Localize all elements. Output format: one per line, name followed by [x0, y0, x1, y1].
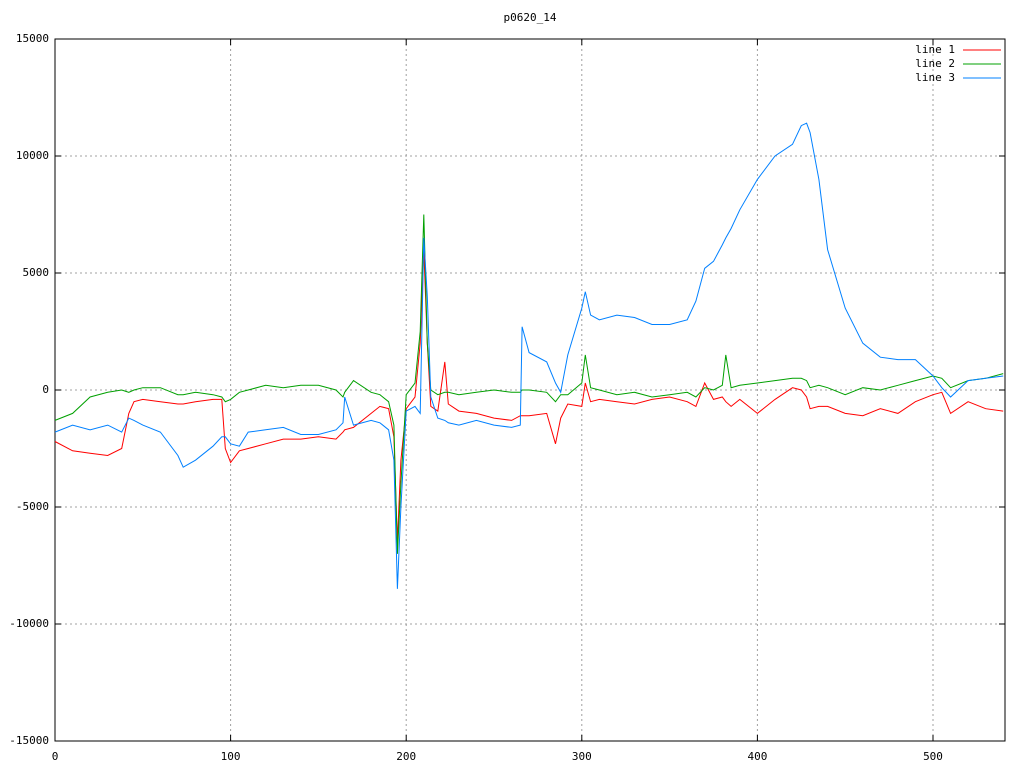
x-tick-label: 0 — [52, 750, 59, 763]
y-tick-label: 10000 — [16, 149, 49, 162]
plot-frame — [54, 38, 1006, 742]
x-tick-label: 500 — [923, 750, 943, 763]
x-tick-label: 200 — [396, 750, 416, 763]
legend-label: line 3 — [915, 71, 955, 84]
y-tick-label: -10000 — [9, 617, 49, 630]
x-tick-label: 400 — [747, 750, 767, 763]
data-line — [54, 249, 1004, 543]
y-tick-label: 15000 — [16, 32, 49, 45]
legend-label: line 2 — [915, 57, 955, 70]
y-tick-label: 5000 — [23, 266, 50, 279]
y-tick-label: 0 — [42, 383, 49, 396]
chart-title: p0620_14 — [504, 11, 557, 24]
y-tick-label: -5000 — [16, 500, 49, 513]
x-tick-label: 300 — [572, 750, 592, 763]
y-tick-label: -15000 — [9, 734, 49, 747]
data-line — [54, 214, 1004, 554]
data-line — [54, 122, 1004, 589]
legend-label: line 1 — [915, 43, 955, 56]
x-tick-label: 100 — [221, 750, 241, 763]
